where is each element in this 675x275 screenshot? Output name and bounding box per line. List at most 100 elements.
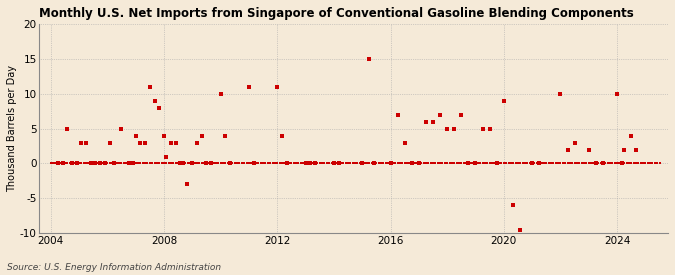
Point <box>352 161 363 166</box>
Point <box>555 92 566 96</box>
Point <box>302 161 313 166</box>
Point <box>55 161 65 166</box>
Point <box>387 161 398 166</box>
Point <box>562 147 573 152</box>
Point <box>460 161 471 166</box>
Point <box>385 161 396 166</box>
Point <box>116 161 127 166</box>
Point <box>555 161 566 166</box>
Point <box>477 161 488 166</box>
Point <box>444 161 455 166</box>
Point <box>441 161 452 166</box>
Point <box>335 161 346 166</box>
Point <box>222 161 233 166</box>
Point <box>503 161 514 166</box>
Point <box>267 161 278 166</box>
Point <box>159 133 169 138</box>
Point <box>338 161 349 166</box>
Point <box>97 161 108 166</box>
Point <box>435 112 446 117</box>
Point <box>208 161 219 166</box>
Point <box>123 161 134 166</box>
Point <box>531 161 542 166</box>
Point <box>286 161 297 166</box>
Point <box>241 161 252 166</box>
Point <box>583 161 594 166</box>
Point <box>400 140 410 145</box>
Point <box>640 161 651 166</box>
Point <box>300 161 311 166</box>
Point <box>61 126 72 131</box>
Point <box>404 161 415 166</box>
Point <box>182 161 193 166</box>
Point <box>340 161 351 166</box>
Point <box>90 161 101 166</box>
Point <box>253 161 264 166</box>
Point <box>206 161 217 166</box>
Point <box>175 161 186 166</box>
Point <box>149 161 160 166</box>
Point <box>168 161 179 166</box>
Point <box>581 161 592 166</box>
Point <box>357 161 368 166</box>
Point <box>414 161 425 166</box>
Point <box>647 161 658 166</box>
Point <box>220 161 231 166</box>
Point <box>501 161 512 166</box>
Point <box>263 161 273 166</box>
Point <box>90 161 101 166</box>
Point <box>482 161 493 166</box>
Point <box>326 161 337 166</box>
Point <box>362 161 373 166</box>
Point <box>517 161 528 166</box>
Point <box>140 140 151 145</box>
Point <box>236 161 247 166</box>
Point <box>86 161 97 166</box>
Point <box>498 161 509 166</box>
Point <box>381 161 392 166</box>
Point <box>414 161 425 166</box>
Point <box>64 161 75 166</box>
Point <box>643 161 653 166</box>
Point <box>649 161 660 166</box>
Point <box>201 161 212 166</box>
Point <box>392 112 403 117</box>
Point <box>479 161 490 166</box>
Point <box>373 161 384 166</box>
Point <box>111 161 122 166</box>
Point <box>310 161 321 166</box>
Point <box>619 147 630 152</box>
Point <box>345 161 356 166</box>
Point <box>92 161 103 166</box>
Point <box>59 161 70 166</box>
Point <box>612 92 622 96</box>
Point <box>72 161 82 166</box>
Point <box>123 161 134 166</box>
Point <box>333 161 344 166</box>
Point <box>182 182 193 187</box>
Point <box>277 161 288 166</box>
Point <box>343 161 354 166</box>
Point <box>76 161 87 166</box>
Point <box>300 161 311 166</box>
Point <box>506 161 516 166</box>
Point <box>409 161 420 166</box>
Point <box>234 161 245 166</box>
Point <box>109 161 120 166</box>
Point <box>610 161 620 166</box>
Point <box>558 161 568 166</box>
Point <box>140 161 151 166</box>
Point <box>654 161 665 166</box>
Point <box>76 140 86 145</box>
Point <box>319 161 330 166</box>
Point <box>395 161 406 166</box>
Point <box>225 161 236 166</box>
Point <box>369 161 379 166</box>
Point <box>144 161 155 166</box>
Point <box>329 161 340 166</box>
Point <box>100 161 111 166</box>
Point <box>265 161 275 166</box>
Point <box>508 161 518 166</box>
Point <box>487 161 497 166</box>
Point <box>597 161 608 166</box>
